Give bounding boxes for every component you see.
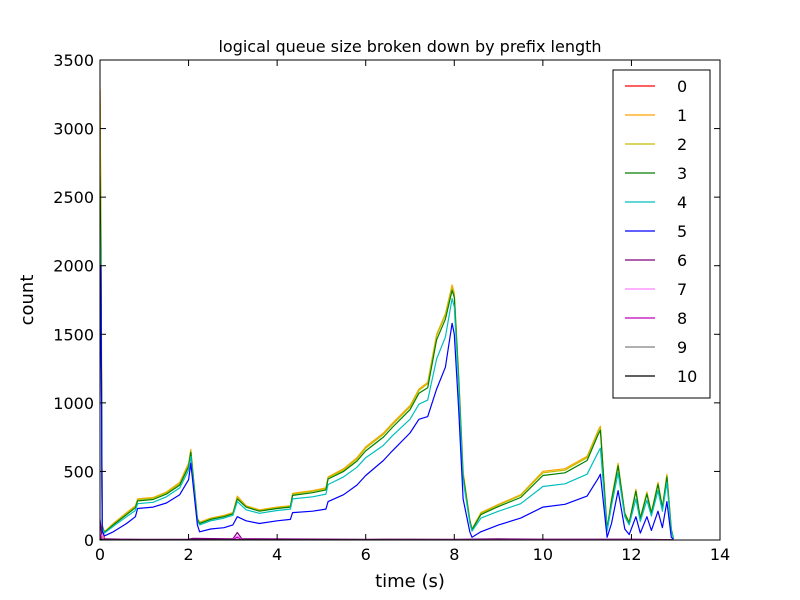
legend-box xyxy=(612,69,711,399)
legend-label-10: 10 xyxy=(677,367,697,386)
x-tick-label: 12 xyxy=(621,545,641,564)
series-line-5 xyxy=(100,265,674,540)
x-tick-label: 0 xyxy=(95,545,105,564)
x-tick-label: 14 xyxy=(710,545,730,564)
plot-frame xyxy=(99,59,721,541)
y-tick-label: 1000 xyxy=(53,394,94,413)
x-tick-label: 10 xyxy=(533,545,553,564)
x-tick-label: 8 xyxy=(449,545,459,564)
legend-label-4: 4 xyxy=(677,193,687,212)
legend-label-9: 9 xyxy=(677,338,687,357)
y-tick-label: 3500 xyxy=(53,51,94,70)
x-tick-label: 2 xyxy=(183,545,193,564)
x-axis-title: time (s) xyxy=(375,571,445,592)
y-tick-label: 500 xyxy=(63,462,94,481)
legend-label-0: 0 xyxy=(677,77,687,96)
legend-label-2: 2 xyxy=(677,135,687,154)
legend-label-6: 6 xyxy=(677,251,687,270)
legend-label-5: 5 xyxy=(677,222,687,241)
legend-label-1: 1 xyxy=(677,106,687,125)
y-tick-label: 2500 xyxy=(53,188,94,207)
x-tick-label: 4 xyxy=(272,545,282,564)
y-tick-label: 2000 xyxy=(53,257,94,276)
chart-title: logical queue size broken down by prefix… xyxy=(218,37,601,56)
y-tick-label: 3000 xyxy=(53,120,94,139)
legend-label-3: 3 xyxy=(677,164,687,183)
y-axis-title: count xyxy=(17,275,38,326)
legend-label-7: 7 xyxy=(677,280,687,299)
y-tick-label: 0 xyxy=(84,531,94,550)
legend-label-8: 8 xyxy=(677,309,687,328)
y-tick-label: 1500 xyxy=(53,325,94,344)
x-tick-label: 6 xyxy=(361,545,371,564)
series-line-3 xyxy=(100,176,675,539)
legend: 0 1 2 3 4 5 6 7 8 9 10 xyxy=(612,69,711,399)
series-line-4 xyxy=(100,224,675,539)
